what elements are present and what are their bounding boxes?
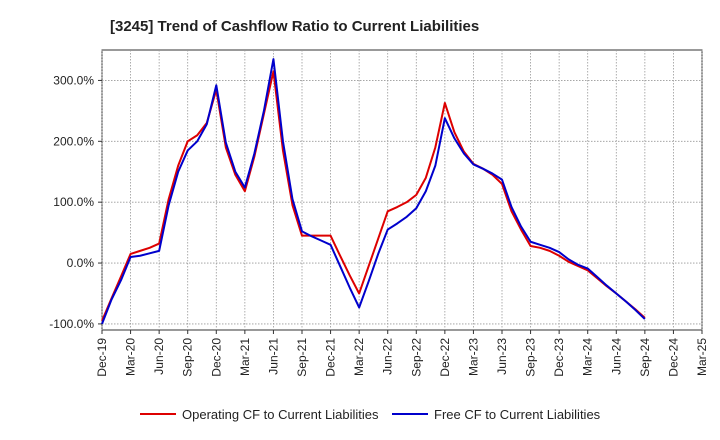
x-tick-label: Dec-19 [95,338,109,377]
y-tick-label: -100.0% [49,317,94,331]
x-tick-label: Mar-25 [695,338,709,376]
x-tick-label: Sep-22 [409,338,423,377]
x-tick-label: Jun-23 [495,338,509,375]
x-tick-label: Sep-24 [638,338,652,377]
plot-area: Dec-19 Mar-20 Jun-20 Sep-20 Dec-20 Mar-21 Jun-… [49,49,709,377]
x-tick-label: Sep-20 [181,338,195,377]
series-line-free-cf [101,58,646,325]
x-tick-label: Mar-24 [581,338,595,376]
x-tick-label: Dec-21 [324,338,338,377]
y-tick-label: 0.0% [67,256,95,270]
legend: Operating CF to Current Liabilities Free … [140,407,601,422]
series-line-operating-cf [101,70,646,322]
plot-frame [101,49,703,331]
x-tick-label: Dec-22 [438,338,452,377]
chart-title: [3245] Trend of Cashflow Ratio to Curren… [110,18,479,35]
x-tick-label: Sep-21 [295,338,309,377]
y-tick-label: 200.0% [53,134,94,148]
x-tick-label: Sep-23 [524,338,538,377]
legend-label: Free CF to Current Liabilities [434,407,601,422]
x-tick-label: Mar-21 [238,338,252,376]
x-tick-label: Mar-22 [352,338,366,376]
y-tick-label: 100.0% [53,195,94,209]
x-tick-label: Dec-24 [666,338,680,377]
x-tick-label: Jun-21 [266,338,280,375]
x-tick-label: Dec-20 [209,338,223,377]
x-tick-label: Jun-24 [609,338,623,375]
x-tick-label: Jun-22 [381,338,395,375]
x-tick-label: Jun-20 [152,338,166,375]
x-tick-label: Dec-23 [552,338,566,377]
legend-label: Operating CF to Current Liabilities [182,407,379,422]
y-tick-label: 300.0% [53,73,94,87]
x-tick-label: Mar-23 [466,338,480,376]
x-tick-label: Mar-20 [124,338,138,376]
